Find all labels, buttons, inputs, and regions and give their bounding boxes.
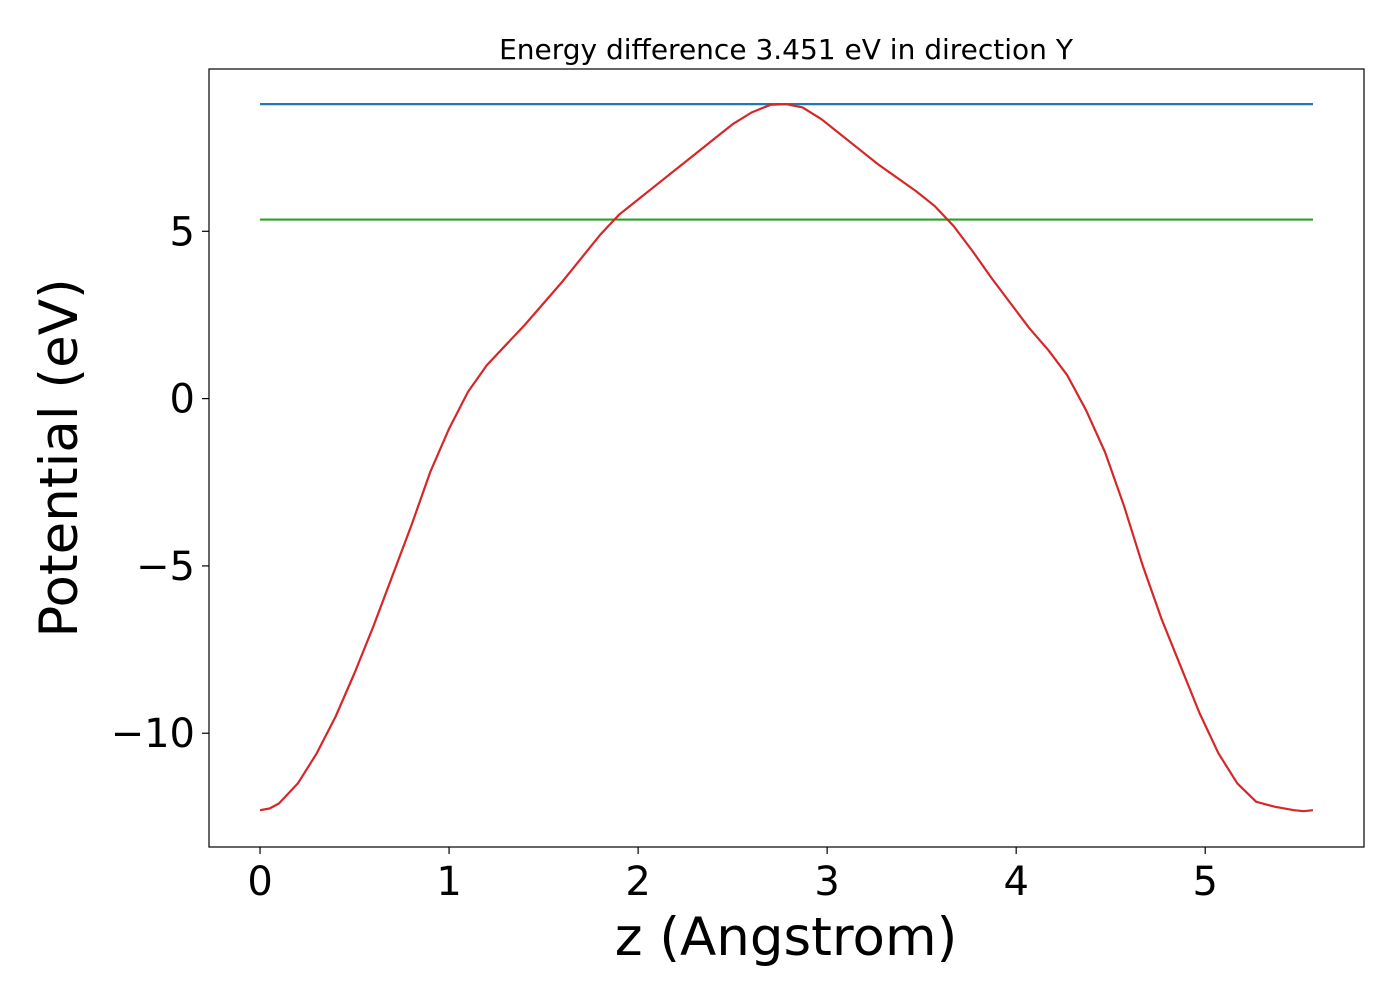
x-tick-label: 0 [247,859,272,905]
x-tick-label: 1 [436,859,461,905]
plot-area: 0 1 2 3 4 5 −10 −5 0 5 [111,103,1314,905]
y-tick-label: 0 [170,377,195,423]
chart-title: Energy difference 3.451 eV in direction … [499,33,1074,66]
series-line-3 [259,103,1314,813]
plot-frame [208,68,1365,848]
x-tick-label: 4 [1003,859,1028,905]
y-axis-label: Potential (eV) [29,278,90,637]
x-tick-label: 5 [1192,859,1217,905]
y-tick-label: 5 [170,209,195,255]
x-tick-label: 2 [625,859,650,905]
y-tick-label: −10 [111,711,195,757]
x-axis-label: z (Angstrom) [615,907,958,968]
y-tick-label: −5 [136,544,195,590]
x-tick-label: 3 [814,859,839,905]
